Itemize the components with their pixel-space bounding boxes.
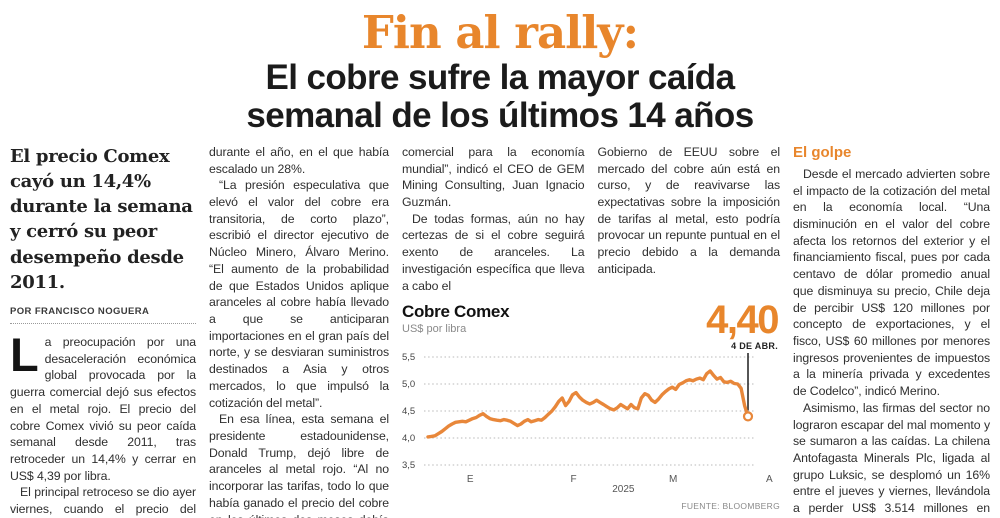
- last-value-marker: [742, 411, 754, 422]
- byline: POR FRANCISCO NOGUERA: [10, 306, 196, 324]
- paragraph: De todas formas, aún no hay certezas de …: [402, 211, 585, 293]
- y-tick-label: 5,0: [402, 379, 415, 390]
- column-4: Gobierno de EEUU sobre el mercado del co…: [598, 144, 781, 294]
- paragraph: Gobierno de EEUU sobre el mercado del co…: [597, 144, 781, 276]
- column-1: El precio Comex cayó un 14,4% durante la…: [10, 144, 196, 518]
- chart-xaxis: E F M A 2025: [424, 471, 780, 495]
- paragraph: El principal retroceso se dio ayer viern…: [10, 485, 196, 517]
- lede-paragraph: El precio Comex cayó un 14,4% durante la…: [10, 145, 193, 293]
- article-body: El precio Comex cayó un 14,4% durante la…: [0, 136, 1000, 518]
- chart-highlight: 4,40 4 DE ABR.: [706, 298, 780, 352]
- paragraph: comercial para la economía mundial”, ind…: [402, 144, 585, 209]
- sidebar-heading: El golpe: [793, 143, 852, 161]
- chart-title-block: Cobre Comex US$ por libra: [402, 302, 510, 336]
- x-tick-label: F: [570, 474, 577, 486]
- paragraph: En esa línea, esta semana el presidente …: [209, 412, 389, 518]
- copper-price-line: [426, 369, 750, 439]
- chart-plot-area: 5,5 5,0 4,5 4,0 3,5: [402, 353, 780, 471]
- y-tick-label: 3,5: [402, 460, 415, 471]
- headline-line-2: semanal de los últimos 14 años: [246, 96, 754, 136]
- column-3: comercial para la economía mundial”, ind…: [402, 144, 585, 294]
- year-label: 2025: [612, 484, 635, 496]
- highlight-date: 4 DE ABR.: [731, 341, 778, 352]
- copper-price-chart: Cobre Comex US$ por libra 4,40 4 DE ABR.…: [402, 298, 780, 512]
- headline-kicker: Fin al rally:: [361, 6, 639, 59]
- paragraph: Asimismo, las firmas del sector no logra…: [793, 400, 990, 518]
- paragraph: durante el año, en el que había escalado…: [209, 144, 389, 176]
- copper-line-svg: 5,5 5,0 4,5 4,0 3,5: [402, 353, 754, 471]
- y-tick-label: 4,0: [402, 433, 415, 444]
- middle-columns: comercial para la economía mundial”, ind…: [402, 144, 780, 294]
- x-tick-label: E: [466, 474, 474, 486]
- headline: El cobre sufre la mayor caída semanal de…: [0, 57, 1000, 136]
- headline-line-1: El cobre sufre la mayor caída: [265, 57, 736, 97]
- highlight-value: 4,40: [706, 298, 779, 343]
- chart-title: Cobre Comex: [402, 302, 510, 322]
- drop-cap: L: [10, 327, 39, 381]
- chart-subtitle: US$ por libra: [402, 323, 467, 336]
- y-tick-label: 4,5: [402, 406, 415, 417]
- paragraph: Desde el mercado advierten sobre el impa…: [793, 166, 990, 399]
- paragraph: “La presión especulativa que elevó el va…: [209, 178, 389, 410]
- chart-header: Cobre Comex US$ por libra 4,40 4 DE ABR.: [402, 298, 780, 352]
- middle-section: comercial para la economía mundial”, ind…: [402, 144, 780, 518]
- x-tick-label: M: [669, 474, 678, 486]
- chart-source: FUENTE: BLOOMBERG: [681, 501, 780, 512]
- sidebar-el-golpe: El golpe Desde el mercado advierten sobr…: [793, 144, 990, 518]
- y-tick-label: 5,5: [402, 353, 415, 363]
- x-tick-label: A: [765, 474, 773, 486]
- article-header: Fin al rally: El cobre sufre la mayor ca…: [0, 0, 1000, 136]
- column-2: durante el año, en el que había escalado…: [209, 144, 389, 518]
